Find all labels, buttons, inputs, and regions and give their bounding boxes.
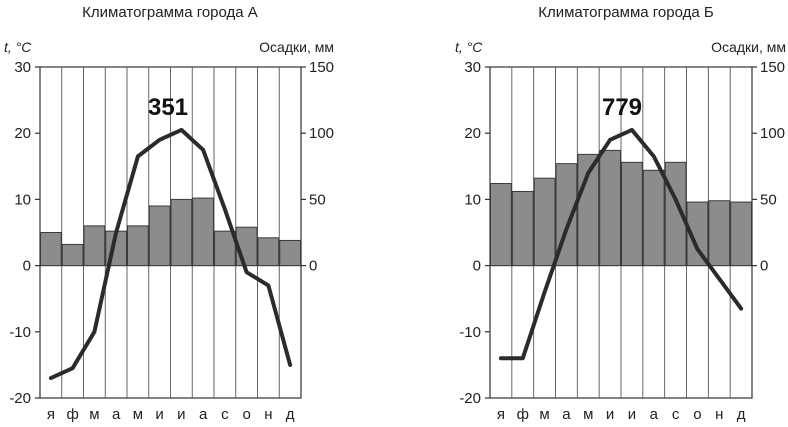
month-label: ф [517,406,529,423]
month-label: а [112,406,121,423]
y2-tick-label: 100 [760,125,785,142]
y2-tick-label: 150 [760,59,785,76]
precipitation-bar [621,161,643,267]
month-label: и [177,406,185,423]
precipitation-bar [170,198,193,267]
y-axis-label: t, °C [4,39,32,55]
y2-axis-label: Осадки, мм [259,39,334,55]
y-tick-label: -20 [9,390,31,407]
annual-precipitation-total: 351 [148,94,188,121]
month-label: а [199,406,208,423]
month-label: н [715,406,723,423]
y-axis-label: t, °C [455,39,483,55]
y-tick-label: -10 [9,324,31,341]
y-tick-label: -20 [459,390,481,407]
chart-title: Климатограмма города А [82,4,258,21]
month-label: д [286,406,295,423]
y-tick-label: 30 [464,59,481,76]
month-label: д [737,406,746,423]
month-label: и [606,406,614,423]
precipitation-bar [511,190,534,267]
month-label: м [133,406,143,423]
annual-precipitation-total: 779 [602,94,642,121]
precipitation-bar [642,169,665,267]
precipitation-bar [279,239,301,267]
precipitation-bar [214,230,236,267]
temperature-line [48,127,293,381]
month-label: а [562,406,571,423]
chart-title: Климатограмма города Б [538,4,714,21]
y-tick-label: 10 [14,191,31,208]
y-tick-label: 10 [464,191,481,208]
precipitation-bar [708,200,731,267]
month-label: с [672,406,680,423]
precipitation-bar [40,232,62,267]
precipitation-bar [730,201,753,267]
y2-axis-label: Осадки, мм [711,39,786,55]
precipitation-bar [257,237,280,267]
y2-tick-label: 50 [760,191,777,208]
precipitation-bar [83,225,106,267]
month-label: и [628,406,636,423]
precipitation-bar [127,225,149,267]
y-tick-label: 20 [14,125,31,142]
precipitation-bar [192,197,214,267]
month-label: м [539,406,549,423]
y2-tick-label: 100 [309,125,334,142]
month-label: н [264,406,272,423]
y-tick-label: 0 [23,258,31,275]
month-label: и [155,406,163,423]
month-label: м [583,406,593,423]
month-label: м [89,406,99,423]
y-tick-label: 30 [14,59,31,76]
precipitation-bar [599,149,622,267]
month-label: о [242,406,250,423]
y2-tick-label: 0 [760,258,768,275]
precipitation-bar [148,205,171,267]
climatogram-city-a: Климатограмма города А t, °C Осадки, мм 30 2… [4,4,334,423]
month-label: с [221,406,229,423]
month-label: о [693,406,701,423]
precipitation-bar [490,183,512,267]
precipitation-bar [533,177,556,267]
precipitation-bar [61,243,84,267]
y-tick-label: -10 [459,324,481,341]
month-label: ф [66,406,78,423]
month-label: я [497,406,505,423]
y2-tick-label: 0 [309,258,317,275]
temperature-line [498,127,744,361]
y2-tick-label: 50 [309,191,326,208]
month-label: я [47,406,55,423]
y-tick-label: 0 [473,258,481,275]
month-label: а [650,406,659,423]
y2-tick-label: 150 [309,59,334,76]
y-tick-label: 20 [464,125,481,142]
climatogram-city-b: Климатограмма города Б t, °C Осадки, мм 30 2… [455,4,786,423]
precipitation-bar [686,201,709,267]
